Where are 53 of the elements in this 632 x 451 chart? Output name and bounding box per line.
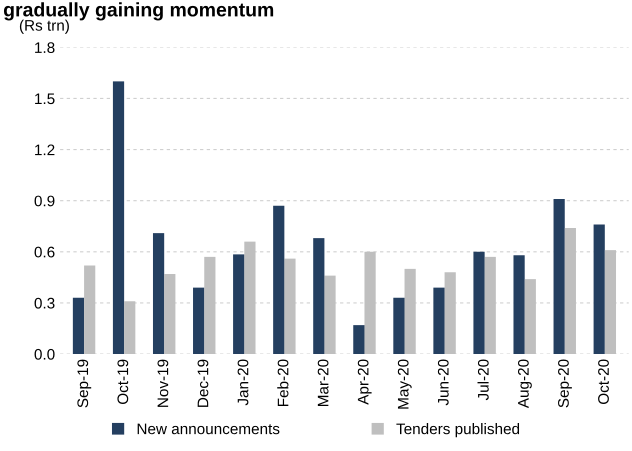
bar	[152, 233, 164, 354]
x-tick-label: Jul-20	[478, 359, 489, 400]
x-tick-label: Oct-20	[598, 359, 609, 404]
bar	[564, 228, 576, 354]
x-tick-label: Jan-20	[238, 359, 248, 406]
y-tick-label: 1.8	[35, 42, 55, 54]
legend-label: New announcements	[138, 424, 280, 434]
x-tick-label: Sep-19	[77, 360, 92, 408]
bar	[524, 279, 536, 354]
bar	[244, 242, 256, 354]
x-tick-label: Dec-19	[198, 360, 208, 407]
x-tick-label: Nov-19	[157, 360, 168, 407]
bar	[284, 258, 296, 354]
x-tick-label: Mar-20	[318, 359, 329, 406]
bar	[124, 301, 136, 354]
y-tick-label: 0.3	[34, 298, 55, 309]
bar	[164, 274, 176, 354]
bar	[484, 256, 496, 354]
bar	[594, 224, 605, 354]
bar	[393, 298, 405, 354]
x-tick-label: Apr-20	[358, 359, 372, 405]
bar	[273, 206, 284, 354]
x-tick-label: Jun-20	[438, 359, 449, 406]
bar	[364, 252, 376, 354]
bar	[204, 256, 216, 354]
y-axis-title: (Rs trn)	[20, 20, 69, 34]
y-tick-label: 1.2	[35, 144, 54, 156]
bar	[233, 254, 244, 354]
bar	[604, 250, 616, 354]
bar	[473, 252, 485, 354]
bar	[313, 238, 324, 354]
bar	[193, 288, 204, 354]
x-tick-label: Feb-20	[277, 359, 288, 406]
x-tick-label: Aug-20	[518, 359, 532, 408]
bar	[324, 276, 336, 354]
bar	[554, 198, 565, 354]
y-tick-label: 0.9	[34, 196, 54, 206]
bar	[353, 325, 364, 354]
bar	[72, 298, 84, 354]
y-tick-label: 1.5	[35, 93, 55, 104]
legend-label: Tenders published	[396, 423, 520, 438]
x-tick-label: Sep-20	[558, 359, 572, 408]
bar	[404, 268, 416, 354]
bar	[84, 265, 96, 354]
chart-title: gradually gaining momentum	[4, 2, 274, 20]
bar	[433, 288, 445, 354]
x-tick-label: May-20	[398, 359, 412, 409]
bar	[112, 81, 124, 354]
bar	[513, 255, 525, 354]
y-tick-label: 0.6	[34, 246, 55, 258]
y-tick-label: 0.0	[34, 348, 55, 360]
x-tick-label: Oct-19	[117, 360, 128, 404]
bar	[444, 272, 456, 354]
